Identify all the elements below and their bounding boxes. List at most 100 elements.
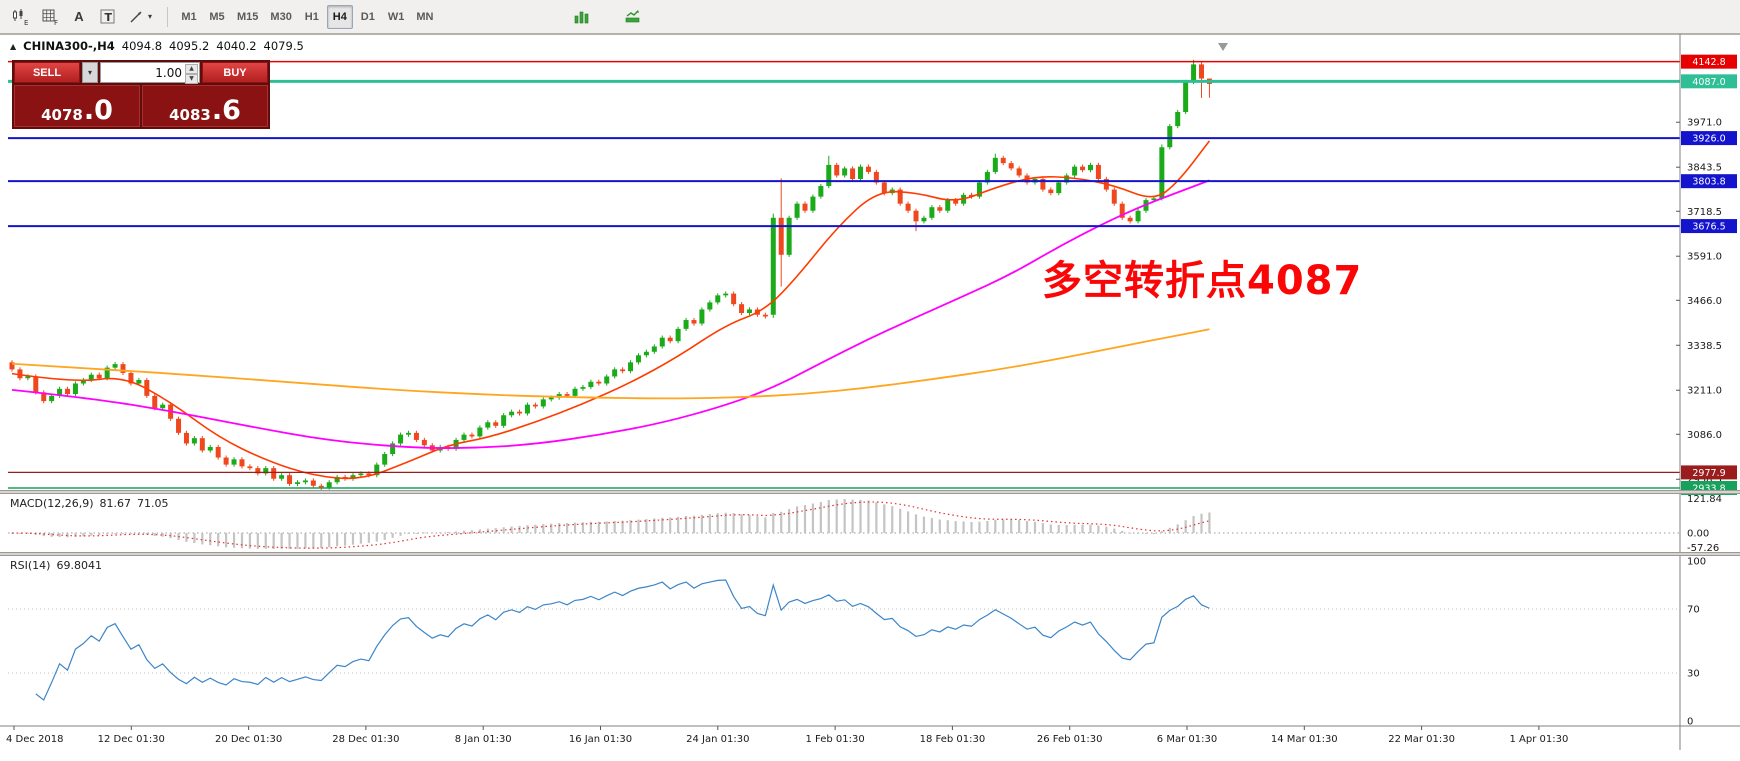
horizontal-lines-layer[interactable] [8,60,1680,489]
volume-dropdown-button[interactable]: ▾ [82,62,98,83]
rsi-pane: 100 70 30 0 [8,557,1706,728]
price-badge-4087.0 [1681,74,1737,89]
price-badge-3676.5 [1681,219,1737,234]
svg-text:28 Dec 01:30: 28 Dec 01:30 [332,734,399,745]
svg-text:14 Mar 01:30: 14 Mar 01:30 [1271,734,1338,745]
svg-text:3338.5: 3338.5 [1687,341,1722,352]
timeframe-d1-button[interactable]: D1 [355,5,381,29]
macd-value-2: 71.05 [137,497,169,510]
timeframe-w1-button[interactable]: W1 [383,5,410,29]
volume-down-button[interactable]: ▼ [185,74,198,84]
svg-text:T: T [105,11,113,24]
svg-text:8 Jan 01:30: 8 Jan 01:30 [455,734,512,745]
open-value: 4094.8 [121,39,163,53]
svg-text:24 Jan 01:30: 24 Jan 01:30 [686,734,749,745]
svg-text:1 Feb 01:30: 1 Feb 01:30 [805,734,864,745]
svg-text:30: 30 [1687,669,1700,680]
svg-text:4 Dec 2018: 4 Dec 2018 [6,734,64,745]
svg-text:4087.0: 4087.0 [1692,77,1725,88]
svg-text:0.00: 0.00 [1687,529,1709,540]
svg-text:4142.8: 4142.8 [1692,57,1725,68]
svg-text:-57.26: -57.26 [1687,543,1719,554]
grid-icon[interactable]: F [36,5,64,29]
svg-text:12 Dec 01:30: 12 Dec 01:30 [98,734,165,745]
chart-area: 3971.0 3843.5 3718.5 3591.0 3466.0 3338.5 3211… [0,34,1740,761]
svg-text:18 Feb 01:30: 18 Feb 01:30 [920,734,986,745]
svg-text:6 Mar 01:30: 6 Mar 01:30 [1157,734,1217,745]
svg-text:2977.9: 2977.9 [1692,468,1725,479]
pane-separator-2[interactable] [0,552,1740,556]
svg-text:3718.5: 3718.5 [1687,207,1722,218]
macd-value-1: 81.67 [99,497,132,510]
candlestick-chart-icon[interactable]: E [6,5,34,29]
time-axis[interactable]: 4 Dec 2018 12 Dec 01:30 20 Dec 01:30 28 Dec… [0,725,1740,745]
volume-value: 1.00 [155,65,182,80]
svg-text:0: 0 [1687,717,1693,728]
toolbar-separator [167,6,169,27]
scroll-marker-icon [1218,43,1228,51]
buy-button[interactable]: BUY [202,62,268,83]
svg-text:E: E [24,19,28,26]
macd-pane: 121.84 0.00 -57.26 [8,494,1722,554]
sell-price-main: 4078 [41,106,83,124]
svg-text:16 Jan 01:30: 16 Jan 01:30 [569,734,632,745]
svg-text:1 Apr 01:30: 1 Apr 01:30 [1509,734,1568,745]
svg-text:70: 70 [1687,605,1700,616]
buy-price-fraction: .6 [211,95,241,127]
one-click-trading-panel: SELL ▾ 1.00 ▲ ▼ BUY 4078 .0 4083 [12,60,270,129]
sell-button[interactable]: SELL [14,62,80,83]
timeframe-m30-button[interactable]: M30 [265,5,296,29]
close-value: 4079.5 [263,39,304,53]
cursor-a-tool-icon[interactable]: A [66,5,92,29]
chart-title: ▲ CHINA300-,H4 4094.8 4095.2 4040.2 4079… [10,39,304,53]
ma-fast-red [11,140,1211,480]
pane-separator-1[interactable] [0,490,1740,494]
svg-text:3926.0: 3926.0 [1692,134,1725,145]
svg-text:3676.5: 3676.5 [1692,222,1725,233]
price-badge-2977.9 [1681,465,1737,480]
svg-text:F: F [54,19,58,26]
draw-tools-icon[interactable]: ▾ [124,5,157,29]
svg-text:20 Dec 01:30: 20 Dec 01:30 [215,734,282,745]
price-badge-4142.8 [1681,54,1737,69]
moving-averages-layer [11,140,1211,480]
svg-text:3843.5: 3843.5 [1687,163,1722,174]
symbol-label: CHINA300-,H4 [23,39,115,53]
svg-text:26 Feb 01:30: 26 Feb 01:30 [1037,734,1103,745]
svg-text:3971.0: 3971.0 [1687,118,1722,129]
collapse-triangle-icon[interactable]: ▲ [10,41,17,51]
svg-text:3591.0: 3591.0 [1687,252,1722,263]
green-trend-icon[interactable] [619,5,646,29]
annotation-text[interactable]: 多空转折点4087 [1042,258,1363,304]
ma-mid-magenta [11,179,1210,449]
sell-price-display[interactable]: 4078 .0 [14,85,140,127]
timeframe-m15-button[interactable]: M15 [232,5,263,29]
volume-up-button[interactable]: ▲ [185,64,198,74]
price-badge-3803.8 [1681,174,1737,189]
svg-text:2933.8: 2933.8 [1692,483,1725,494]
price-axis[interactable]: 3971.0 3843.5 3718.5 3591.0 3466.0 3338.5 3211… [1676,34,1737,750]
volume-spinner: ▲ ▼ [185,64,198,84]
ma-slow-orange [11,328,1210,400]
buy-price-display[interactable]: 4083 .6 [142,85,268,127]
volume-input[interactable]: 1.00 ▲ ▼ [100,62,200,84]
macd-label: MACD(12,26,9) 81.67 71.05 [10,497,175,510]
svg-text:3466.0: 3466.0 [1687,296,1722,307]
timeframe-h1-button[interactable]: H1 [299,5,325,29]
timeframe-m5-button[interactable]: M5 [204,5,230,29]
timeframe-h4-button[interactable]: H4 [326,4,353,29]
svg-text:100: 100 [1687,557,1706,568]
price-badge-3926.0 [1681,131,1737,146]
high-value: 4095.2 [169,39,210,53]
timeframe-mn-button[interactable]: MN [411,5,438,29]
rsi-label: RSI(14) 69.8041 [10,559,108,572]
svg-text:2958.5: 2958.5 [1687,475,1722,486]
rsi-value: 69.8041 [56,559,102,572]
green-bars-icon[interactable] [568,5,595,29]
low-value: 4040.2 [216,39,257,53]
timeframe-m1-button[interactable]: M1 [176,5,202,29]
svg-text:3211.0: 3211.0 [1687,386,1722,397]
text-tool-icon[interactable]: T [94,5,122,29]
sell-price-fraction: .0 [83,95,113,127]
